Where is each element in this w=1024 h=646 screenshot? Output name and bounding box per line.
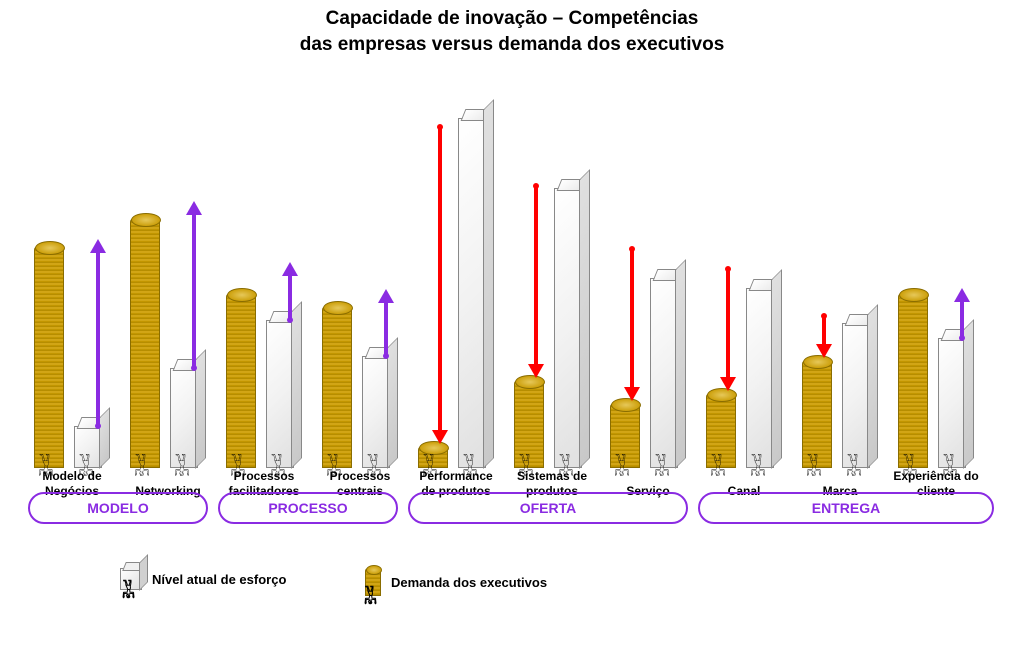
arrow-up-icon [192,213,196,368]
bar-pair: 𓀡𓀡Processos centrais [322,108,402,468]
white-bar [938,338,966,468]
person-icon: 𓀡 [806,458,822,480]
arrow-down-icon [726,269,730,379]
bar-pair: 𓀡𓀡Marca [802,108,882,468]
legend-current: 𓀡 Nível atual de esforço [120,568,286,590]
bar-pair: 𓀡𓀡Performance de produtos [418,108,498,468]
arrow-up-icon [960,300,964,338]
bar-pair: 𓀡𓀡Modelo de Negócios [34,108,114,468]
white-bar [554,188,582,468]
legend-demand-label: Demanda dos executivos [391,575,547,590]
gold-bar [802,360,832,468]
person-icon: 𓀡 [614,458,630,480]
bar-pair: 𓀡𓀡Networking [130,108,210,468]
gold-bar [34,246,64,468]
white-bar [842,323,870,468]
group-pill: ENTREGA [698,492,994,524]
legend: 𓀡 Nível atual de esforço 𓀡 Demanda dos e… [120,568,940,628]
person-icon: 𓀡 [134,458,150,480]
group-pill: MODELO [28,492,208,524]
person-icon: 𓀡 [122,574,135,604]
chart-title: Capacidade de inovação – Competências da… [0,6,1024,57]
arrow-down-icon [534,186,538,366]
person-icon: 𓀡 [846,458,862,480]
gold-bar [514,380,544,468]
white-bar [170,368,198,468]
bar-pair: 𓀡𓀡Canal [706,108,786,468]
white-bar [746,288,774,468]
group-pill: PROCESSO [218,492,398,524]
arrow-down-icon [822,316,826,346]
title-line-1: Capacidade de inovação – Competências [0,6,1024,32]
arrow-up-icon [288,274,292,320]
person-icon: 𓀡 [174,458,190,480]
chart-area: 𓀡𓀡Modelo de Negócios𓀡𓀡Networking𓀡𓀡Proces… [30,120,1000,480]
arrow-up-icon [384,301,388,356]
person-icon: 𓀡 [364,580,377,610]
bar-pair: 𓀡𓀡Sistemas de produtos [514,108,594,468]
gold-bar [130,218,160,468]
person-icon: 𓀡 [750,458,766,480]
gold-bar [322,306,352,468]
person-icon: 𓀡 [710,458,726,480]
bar-pair: 𓀡𓀡Processos facilitadores [226,108,306,468]
title-line-2: das empresas versus demanda dos executiv… [0,32,1024,58]
arrow-down-icon [438,127,442,432]
arrow-up-icon [96,251,100,426]
group-pill: OFERTA [408,492,688,524]
legend-demand: 𓀡 Demanda dos executivos [365,568,547,596]
arrow-down-icon [630,249,634,389]
bar-pair: 𓀡𓀡Experiência do cliente [898,108,978,468]
legend-current-label: Nível atual de esforço [152,572,286,587]
white-bar [266,320,294,468]
bar-pair: 𓀡𓀡Serviço [610,108,690,468]
white-bar [458,118,486,468]
white-bar [362,356,390,468]
person-icon: 𓀡 [654,458,670,480]
gold-bar [226,293,256,468]
white-bar [650,278,678,468]
gold-bar [898,293,928,468]
